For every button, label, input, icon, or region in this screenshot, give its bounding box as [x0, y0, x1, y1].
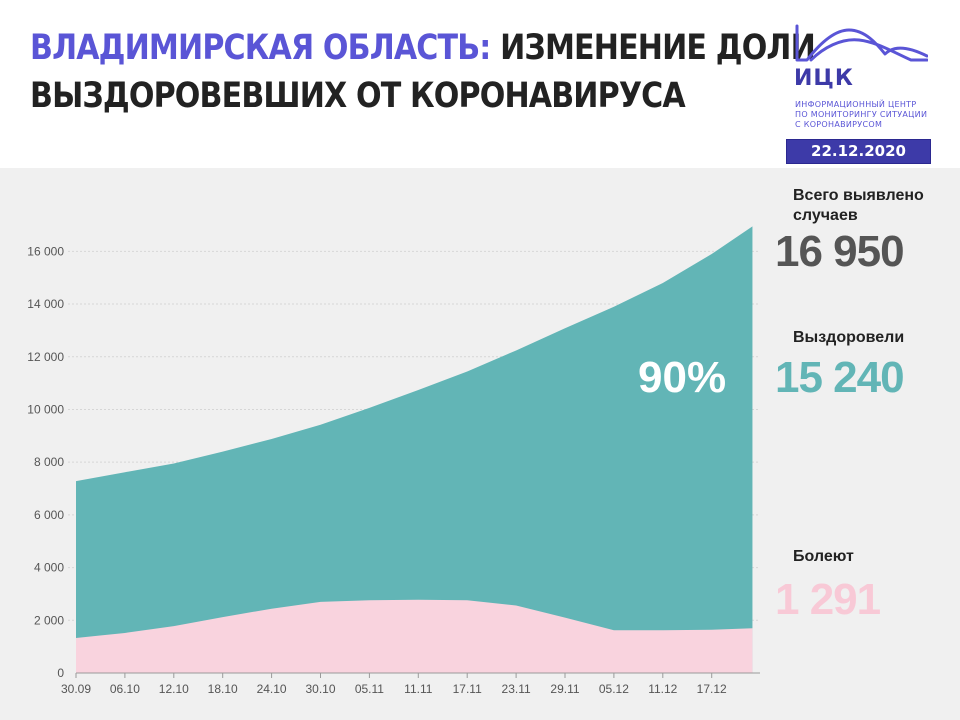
x-tick-label: 29.11	[550, 682, 579, 696]
recovered-value: 15 240	[775, 353, 905, 402]
total-cases-label: Всего выявлено случаев	[793, 187, 924, 224]
area-layer	[76, 226, 753, 674]
x-tick-label: 12.10	[159, 682, 189, 696]
title-line-2: ВЫЗДОРОВЕВШИХ ОТ КОРОНАВИРУСА	[30, 76, 686, 116]
logo-wave-icon	[795, 24, 928, 62]
series-active-area	[76, 599, 753, 673]
x-tick-label: 23.11	[502, 682, 531, 696]
y-tick-label: 2 000	[34, 613, 64, 627]
x-tick-label: 17.12	[697, 682, 727, 696]
x-tick-label: 05.12	[599, 682, 629, 696]
series-total-area	[76, 226, 753, 674]
logo-desc-line: ПО МОНИТОРИНГУ СИТУАЦИИ	[795, 110, 928, 119]
y-tick-label: 16 000	[27, 244, 64, 258]
y-tick-label: 14 000	[27, 297, 64, 311]
y-tick-label: 10 000	[27, 402, 64, 416]
header: ВЛАДИМИРСКАЯ ОБЛАСТЬ: ИЗМЕНЕНИЕ ДОЛИ ВЫЗ…	[0, 0, 960, 168]
logo-abbreviation: ИЦК	[794, 66, 854, 91]
y-tick-label: 8 000	[34, 455, 64, 469]
x-tick-label: 18.10	[208, 682, 238, 696]
x-tick-label: 30.09	[61, 682, 91, 696]
title-line-1: ВЛАДИМИРСКАЯ ОБЛАСТЬ: ИЗМЕНЕНИЕ ДОЛИ	[30, 24, 816, 72]
axis-layer: 0 2 000 4 000 6 000 8 000 10 000 12 000 14 000 1…	[27, 244, 760, 696]
y-tick-label: 12 000	[27, 350, 64, 364]
y-tick-label: 0	[57, 666, 64, 680]
page-title: ВЛАДИМИРСКАЯ ОБЛАСТЬ: ИЗМЕНЕНИЕ ДОЛИ ВЫЗ…	[30, 24, 816, 120]
x-tick-label: 11.11	[404, 682, 433, 696]
x-tick-label: 30.10	[305, 682, 335, 696]
title-region: ВЛАДИМИРСКАЯ ОБЛАСТЬ:	[30, 28, 491, 68]
x-tick-label: 05.11	[355, 682, 384, 696]
logo-desc-line: ИНФОРМАЦИОННЫЙ ЦЕНТР	[795, 100, 917, 109]
recovered-label: Выздоровели	[793, 329, 905, 346]
y-tick-label: 6 000	[34, 508, 64, 522]
x-tick-label: 24.10	[257, 682, 287, 696]
x-tick-label: 17.11	[453, 682, 482, 696]
recovered-share-label: 90%	[638, 353, 726, 402]
logo-description: ИНФОРМАЦИОННЫЙ ЦЕНТР ПО МОНИТОРИНГУ СИТУ…	[795, 100, 945, 130]
y-tick-label: 4 000	[34, 561, 64, 575]
total-cases-value: 16 950	[775, 227, 905, 276]
active-label: Болеют	[793, 548, 854, 565]
title-line-1-rest: ИЗМЕНЕНИЕ ДОЛИ	[500, 28, 816, 68]
active-value: 1 291	[775, 575, 881, 624]
logo-desc-line: С КОРОНАВИРУСОМ	[795, 120, 883, 129]
x-tick-label: 06.10	[110, 682, 140, 696]
date-badge: 22.12.2020	[786, 139, 931, 164]
logo: ИЦК ИНФОРМАЦИОННЫЙ ЦЕНТР ПО МОНИТОРИНГУ …	[793, 22, 933, 129]
x-tick-label: 11.12	[648, 682, 677, 696]
